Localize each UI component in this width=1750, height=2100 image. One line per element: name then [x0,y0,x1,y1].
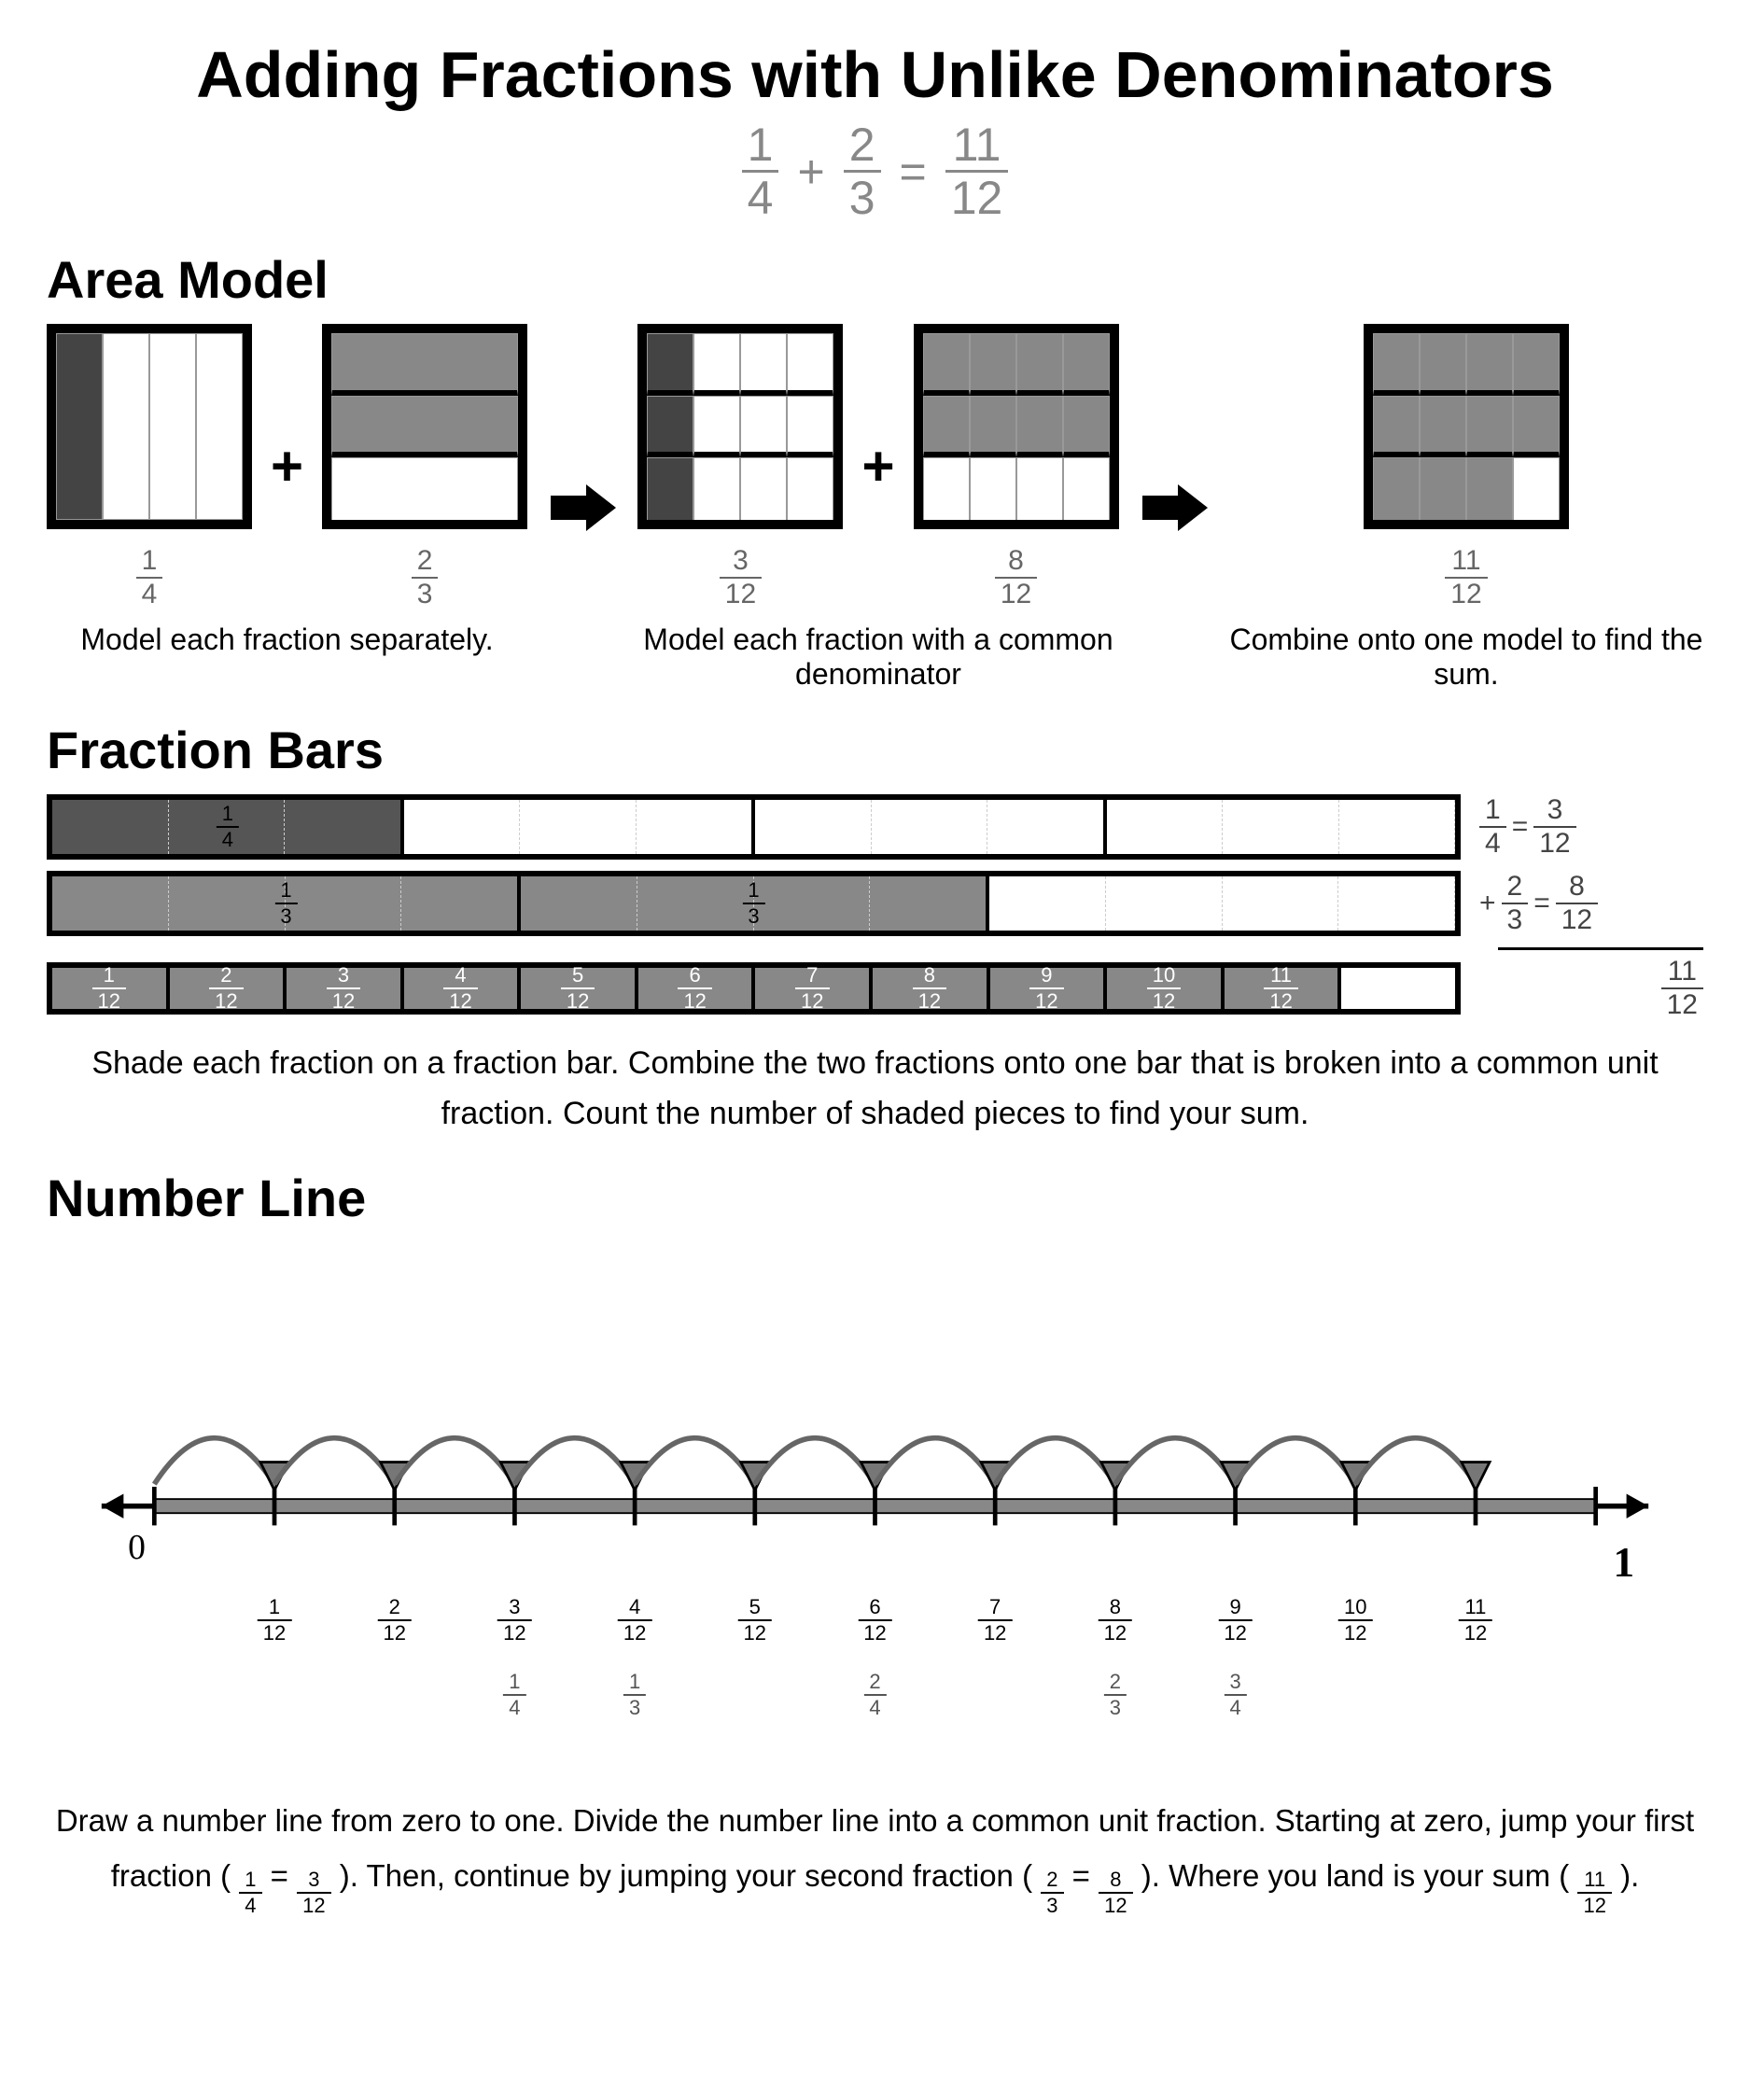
fraction-bar-3: 11221231241251261271281291210121112 [47,962,1461,1015]
area-caption-3: Combine onto one model to find the sum. [1229,623,1703,692]
area-box-3-12 [637,324,843,529]
number-line: 01 11221231241251261271281291210121112 1… [47,1256,1703,1774]
bars-caption: Shade each fraction on a fraction bar. C… [47,1038,1703,1140]
bar1-side: 14 = 312 [1479,796,1703,858]
fraction-bars-heading: Fraction Bars [47,720,1703,780]
area-box-1-4 [47,324,252,529]
plus-icon: + [861,434,894,498]
area-box-2-3 [322,324,527,529]
fraction-bar-2: 1313 [47,871,1461,936]
plus-icon: + [271,434,303,498]
page-title: Adding Fractions with Unlike Denominator… [47,37,1703,112]
svg-text:0: 0 [128,1528,146,1567]
fraction-bar-1: 14 [47,794,1461,860]
bar2-side: + 23 = 812 [1479,873,1703,934]
number-line-heading: Number Line [47,1168,1703,1228]
bar3-side: 1112 [1479,958,1703,1019]
area-model-heading: Area Model [47,249,1703,310]
arrow-right-icon [1142,484,1206,531]
area-caption-2: Model each fraction with a common denomi… [637,623,1118,692]
sum-divider [1498,947,1703,950]
area-model-row: 14 + 23 Model each fraction separately. … [47,324,1703,692]
area-caption-1: Model each fraction separately. [80,623,493,657]
main-equation: 14 + 23 = 1112 [47,121,1703,221]
number-line-caption: Draw a number line from zero to one. Div… [47,1793,1703,1916]
arrow-right-icon [551,484,614,531]
area-box-8-12 [914,324,1119,529]
area-box-11-12 [1364,324,1569,529]
svg-text:1: 1 [1614,1539,1635,1586]
